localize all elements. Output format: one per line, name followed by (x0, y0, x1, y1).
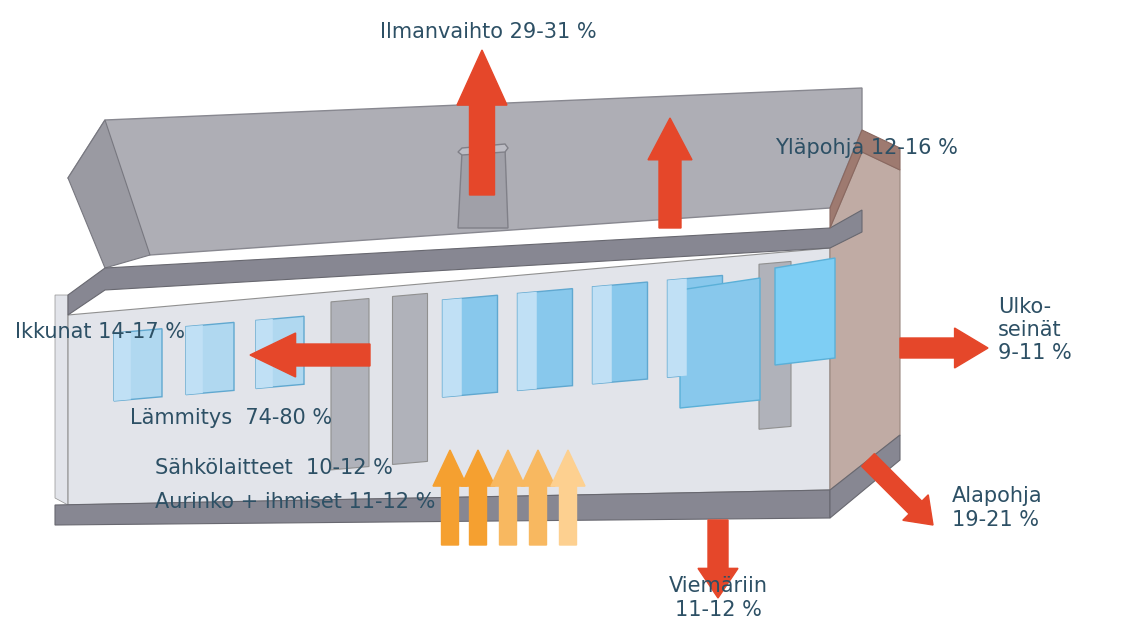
FancyArrow shape (551, 450, 585, 545)
Polygon shape (593, 282, 648, 384)
FancyArrow shape (432, 450, 467, 545)
Text: Ikkunat 14-17 %: Ikkunat 14-17 % (15, 322, 185, 342)
Polygon shape (68, 88, 861, 255)
Polygon shape (68, 210, 861, 315)
Polygon shape (668, 279, 686, 377)
Polygon shape (681, 278, 760, 408)
FancyArrow shape (521, 450, 555, 545)
FancyArrow shape (698, 520, 739, 598)
Polygon shape (830, 152, 900, 490)
Polygon shape (457, 148, 508, 228)
Polygon shape (185, 323, 234, 395)
Polygon shape (256, 319, 273, 389)
FancyArrow shape (250, 333, 370, 377)
Polygon shape (114, 332, 131, 401)
Polygon shape (331, 298, 369, 470)
Polygon shape (114, 328, 162, 401)
FancyArrow shape (900, 328, 988, 368)
FancyArrow shape (861, 454, 933, 525)
Text: Ulko-
seinät
9-11 %: Ulko- seinät 9-11 % (998, 296, 1072, 363)
Polygon shape (256, 316, 304, 389)
Polygon shape (830, 435, 900, 518)
Text: Aurinko + ihmiset 11-12 %: Aurinko + ihmiset 11-12 % (155, 492, 436, 512)
Polygon shape (759, 261, 791, 429)
FancyArrow shape (461, 450, 495, 545)
Text: Alapohja
19-21 %: Alapohja 19-21 % (953, 486, 1042, 530)
Polygon shape (55, 295, 68, 505)
Text: Lämmitys  74-80 %: Lämmitys 74-80 % (130, 408, 332, 428)
Text: Yläpohja 12-16 %: Yläpohja 12-16 % (775, 138, 958, 158)
Text: Ilmanvaihto 29-31 %: Ilmanvaihto 29-31 % (380, 22, 596, 42)
Polygon shape (775, 258, 835, 365)
Polygon shape (185, 325, 203, 395)
Polygon shape (830, 130, 900, 228)
FancyArrow shape (490, 450, 525, 545)
Polygon shape (393, 293, 428, 465)
Text: Viemäriin
11-12 %: Viemäriin 11-12 % (668, 576, 767, 620)
Polygon shape (55, 490, 830, 525)
Polygon shape (518, 292, 537, 390)
Polygon shape (443, 295, 497, 397)
Polygon shape (518, 289, 572, 390)
Polygon shape (668, 275, 723, 377)
Text: Sähkölaitteet  10-12 %: Sähkölaitteet 10-12 % (155, 458, 393, 478)
Polygon shape (443, 298, 462, 397)
FancyArrow shape (457, 50, 508, 195)
Polygon shape (68, 120, 150, 268)
FancyArrow shape (648, 118, 692, 228)
Polygon shape (457, 144, 508, 155)
Polygon shape (593, 285, 612, 384)
Polygon shape (68, 248, 830, 505)
